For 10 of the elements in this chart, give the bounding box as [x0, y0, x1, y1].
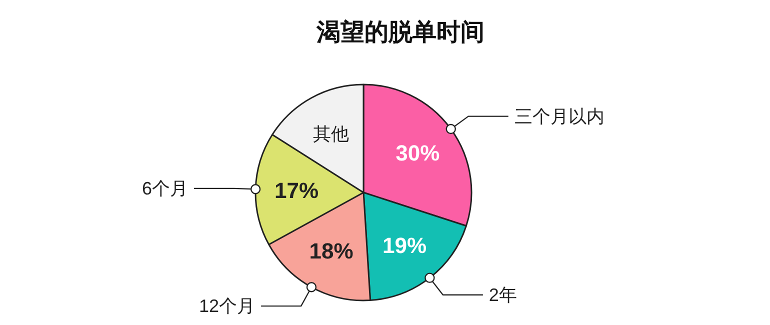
data-label: 30% [396, 140, 440, 166]
slice-label: 其他 [313, 124, 350, 144]
slice-label: 2年 [488, 284, 517, 305]
chart-title: 渴望的脱单时间 [316, 19, 484, 46]
data-label: 19% [382, 232, 427, 258]
data-label: 17% [274, 178, 319, 203]
slice-label: 6个月 [142, 178, 188, 198]
data-label: 18% [309, 238, 354, 264]
slice-label: 三个月以内 [514, 106, 604, 126]
slice-label: 12个月 [199, 296, 256, 316]
